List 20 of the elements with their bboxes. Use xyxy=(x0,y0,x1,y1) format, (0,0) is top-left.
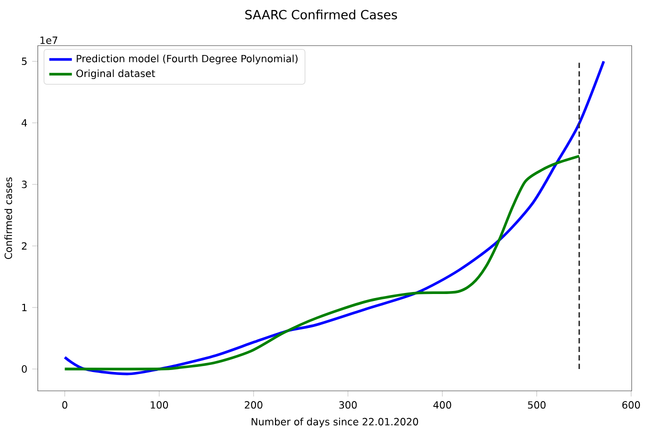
x-tick-label: 400 xyxy=(433,401,452,409)
x-axis-title: Number of days since 22.01.2020 xyxy=(252,418,418,428)
x-tick-label: 300 xyxy=(339,401,357,409)
y-tick-label: 1 xyxy=(22,304,27,312)
x-tick-label: 600 xyxy=(622,401,640,409)
y-tick-label: 4 xyxy=(22,119,27,127)
line-series xyxy=(63,154,581,371)
y-axis-title: Confirmed cases xyxy=(4,178,12,260)
legend-label: Original dataset xyxy=(76,70,156,80)
text: 1e7 xyxy=(40,36,58,44)
x-tick-label: 0 xyxy=(62,401,68,409)
chart-title: SAARC Confirmed Cases xyxy=(245,10,398,20)
y-tick-label: 2 xyxy=(22,242,26,250)
x-tick-label: 200 xyxy=(244,401,262,409)
y-tick-label: 0 xyxy=(22,365,27,373)
y-tick-label: 3 xyxy=(22,180,27,188)
x-tick-label: 500 xyxy=(528,401,546,409)
legend-label: Prediction model (Fourth Degree Polynomial) xyxy=(76,54,298,64)
x-tick-label: 100 xyxy=(150,401,168,409)
y-tick-label: 5 xyxy=(22,58,27,66)
